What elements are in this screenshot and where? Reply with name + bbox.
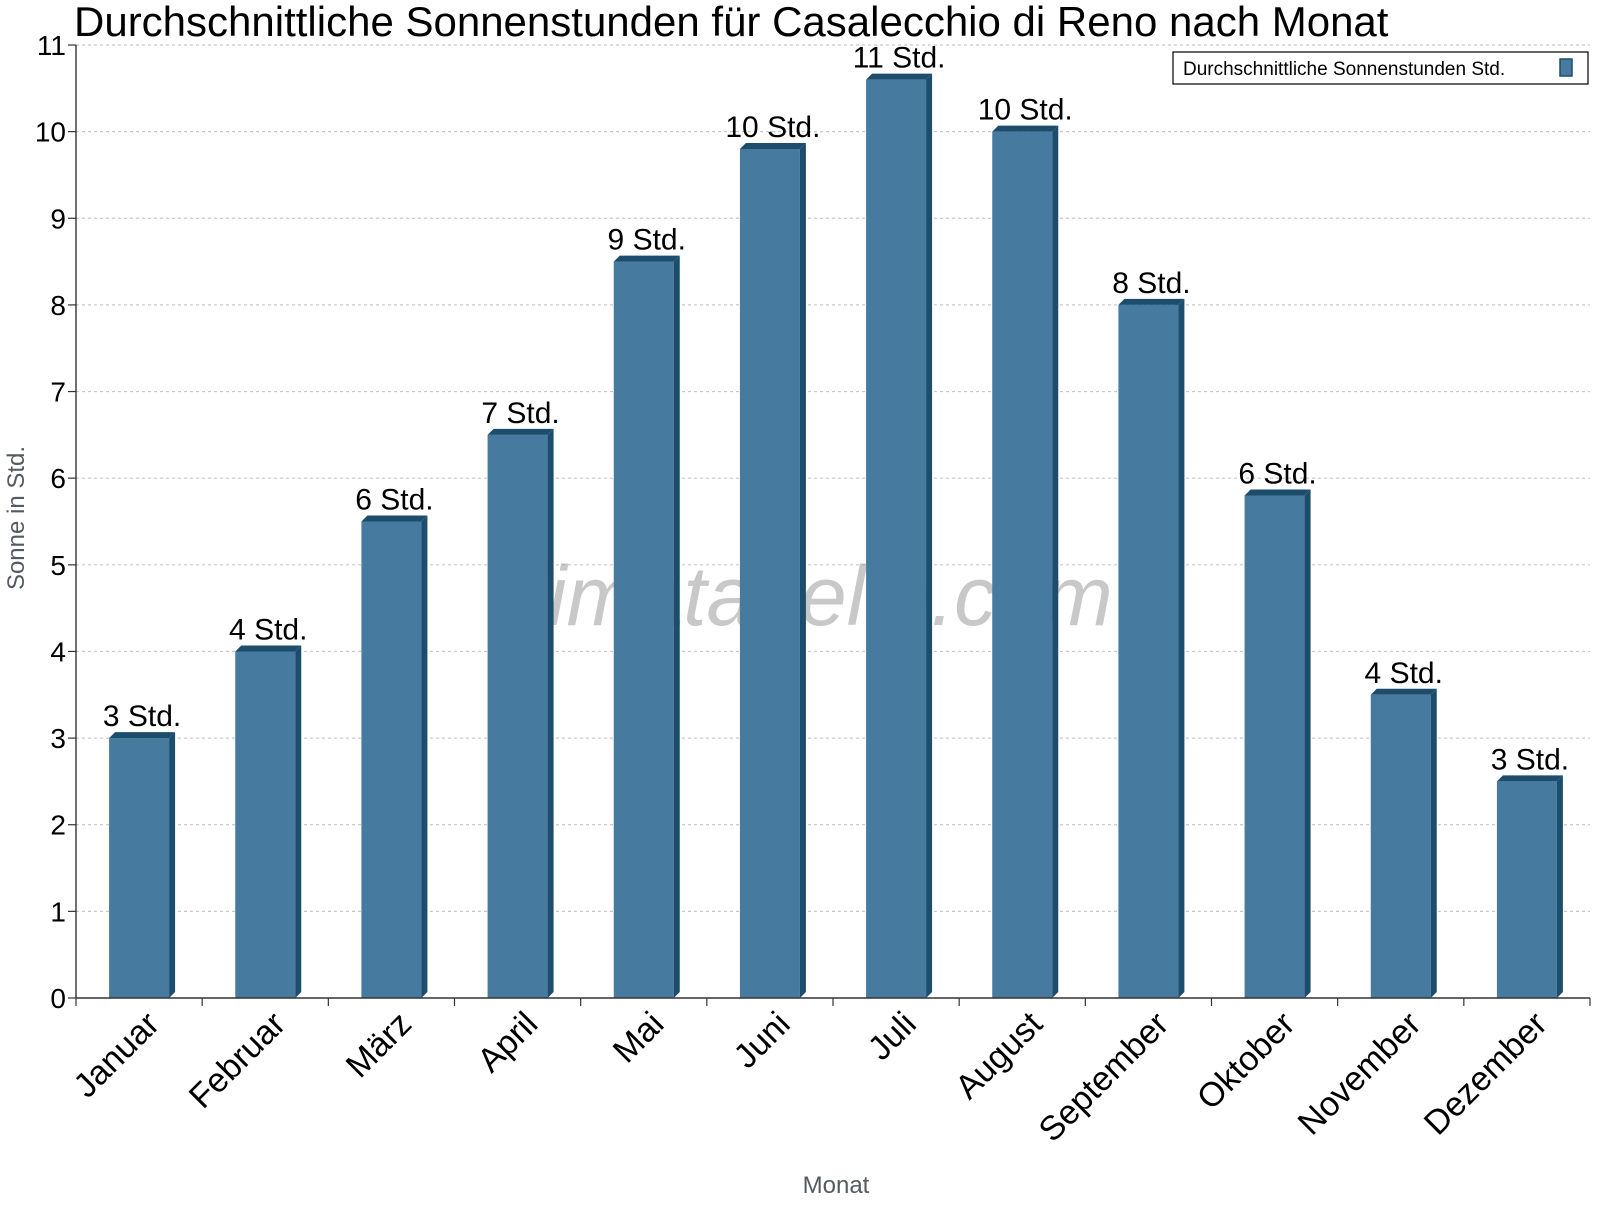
bar-top (1118, 298, 1185, 305)
legend: Durchschnittliche Sonnenstunden Std. (1172, 51, 1589, 85)
data-label: 10 Std. (978, 94, 1073, 127)
y-tick-labels: 0 1 2 3 4 5 6 7 8 9 10 11 (35, 30, 66, 1014)
y-tick-label: 4 (50, 636, 66, 667)
data-label: 6 Std. (1238, 458, 1316, 491)
data-label: 9 Std. (608, 224, 686, 257)
bar-side (547, 428, 554, 998)
data-label: 4 Std. (1365, 657, 1443, 690)
bar-side (1430, 688, 1437, 998)
bar-top (235, 645, 302, 652)
axes (68, 44, 1591, 1006)
bar-top (109, 732, 176, 739)
bar-top (613, 255, 680, 262)
bar-face (613, 261, 674, 998)
bar-top (739, 142, 806, 149)
bar (361, 515, 428, 998)
bar-face (235, 651, 296, 998)
data-label: 11 Std. (853, 42, 946, 75)
bar (235, 645, 302, 998)
bar-side (1556, 775, 1563, 998)
data-label: 6 Std. (355, 484, 433, 517)
legend-label: Durchschnittliche Sonnenstunden Std. (1183, 59, 1505, 80)
bar-side (169, 732, 176, 998)
bar (739, 142, 806, 999)
bar-top (866, 73, 933, 80)
bar-face (487, 434, 548, 998)
bar (866, 73, 933, 999)
x-axis-label: Monat (803, 1172, 870, 1199)
bar (992, 125, 1059, 999)
bar (613, 255, 680, 998)
y-tick-label: 2 (50, 810, 66, 841)
data-label: 3 Std. (103, 700, 181, 733)
bar-top (1244, 489, 1311, 496)
bar-side (799, 142, 806, 999)
y-tick-label: 1 (50, 896, 66, 927)
bar (1496, 775, 1563, 998)
bar-face (992, 131, 1053, 999)
bar-top (487, 428, 554, 435)
bar-face (1370, 694, 1431, 998)
y-tick-label: 11 (37, 30, 66, 61)
data-label: 3 Std. (1491, 743, 1569, 776)
bar-top (361, 515, 428, 522)
bars (109, 73, 1563, 999)
bar-face (739, 148, 800, 999)
bar-face (1496, 781, 1557, 998)
bar-side (1178, 298, 1185, 999)
y-tick-label: 9 (50, 203, 66, 234)
bar-side (926, 73, 933, 999)
bar-face (361, 521, 422, 998)
bar-side (295, 645, 302, 998)
y-tick-label: 7 (50, 377, 66, 408)
legend-box (1172, 51, 1589, 85)
bar-side (1304, 489, 1311, 998)
data-label: 4 Std. (229, 613, 307, 646)
data-label: 10 Std. (725, 111, 820, 144)
bar-face (109, 738, 170, 998)
y-tick-label: 0 (50, 983, 66, 1014)
bar (1118, 298, 1185, 999)
bar (487, 428, 554, 998)
bar-side (421, 515, 428, 998)
bar-top (1370, 688, 1437, 695)
bar-top (1496, 775, 1563, 782)
bar-side (673, 255, 680, 998)
bar (109, 732, 176, 998)
y-tick-label: 5 (50, 550, 66, 581)
bar (1370, 688, 1437, 998)
bar-face (1244, 495, 1305, 998)
y-tick-label: 10 (35, 117, 66, 148)
y-axis-label: Sonne in Std. (3, 446, 30, 590)
data-label: 7 Std. (481, 397, 559, 430)
bar-face (866, 79, 927, 999)
data-label: 8 Std. (1112, 267, 1190, 300)
y-tick-label: 6 (50, 463, 66, 494)
grid-lines (76, 44, 1590, 912)
bar-face (1118, 304, 1179, 999)
legend-swatch (1559, 58, 1573, 77)
bar (1244, 489, 1311, 998)
data-labels: 3 Std. 4 Std. 6 Std. 7 Std. 9 Std. 10 Std. 11 … (103, 42, 1569, 777)
chart-title: Durchschnittliche Sonnenstunden für Casa… (74, 0, 1389, 45)
y-tick-label: 8 (50, 290, 66, 321)
y-tick-label: 3 (50, 723, 66, 754)
bar-side (1052, 125, 1059, 999)
bar-top (992, 125, 1059, 132)
